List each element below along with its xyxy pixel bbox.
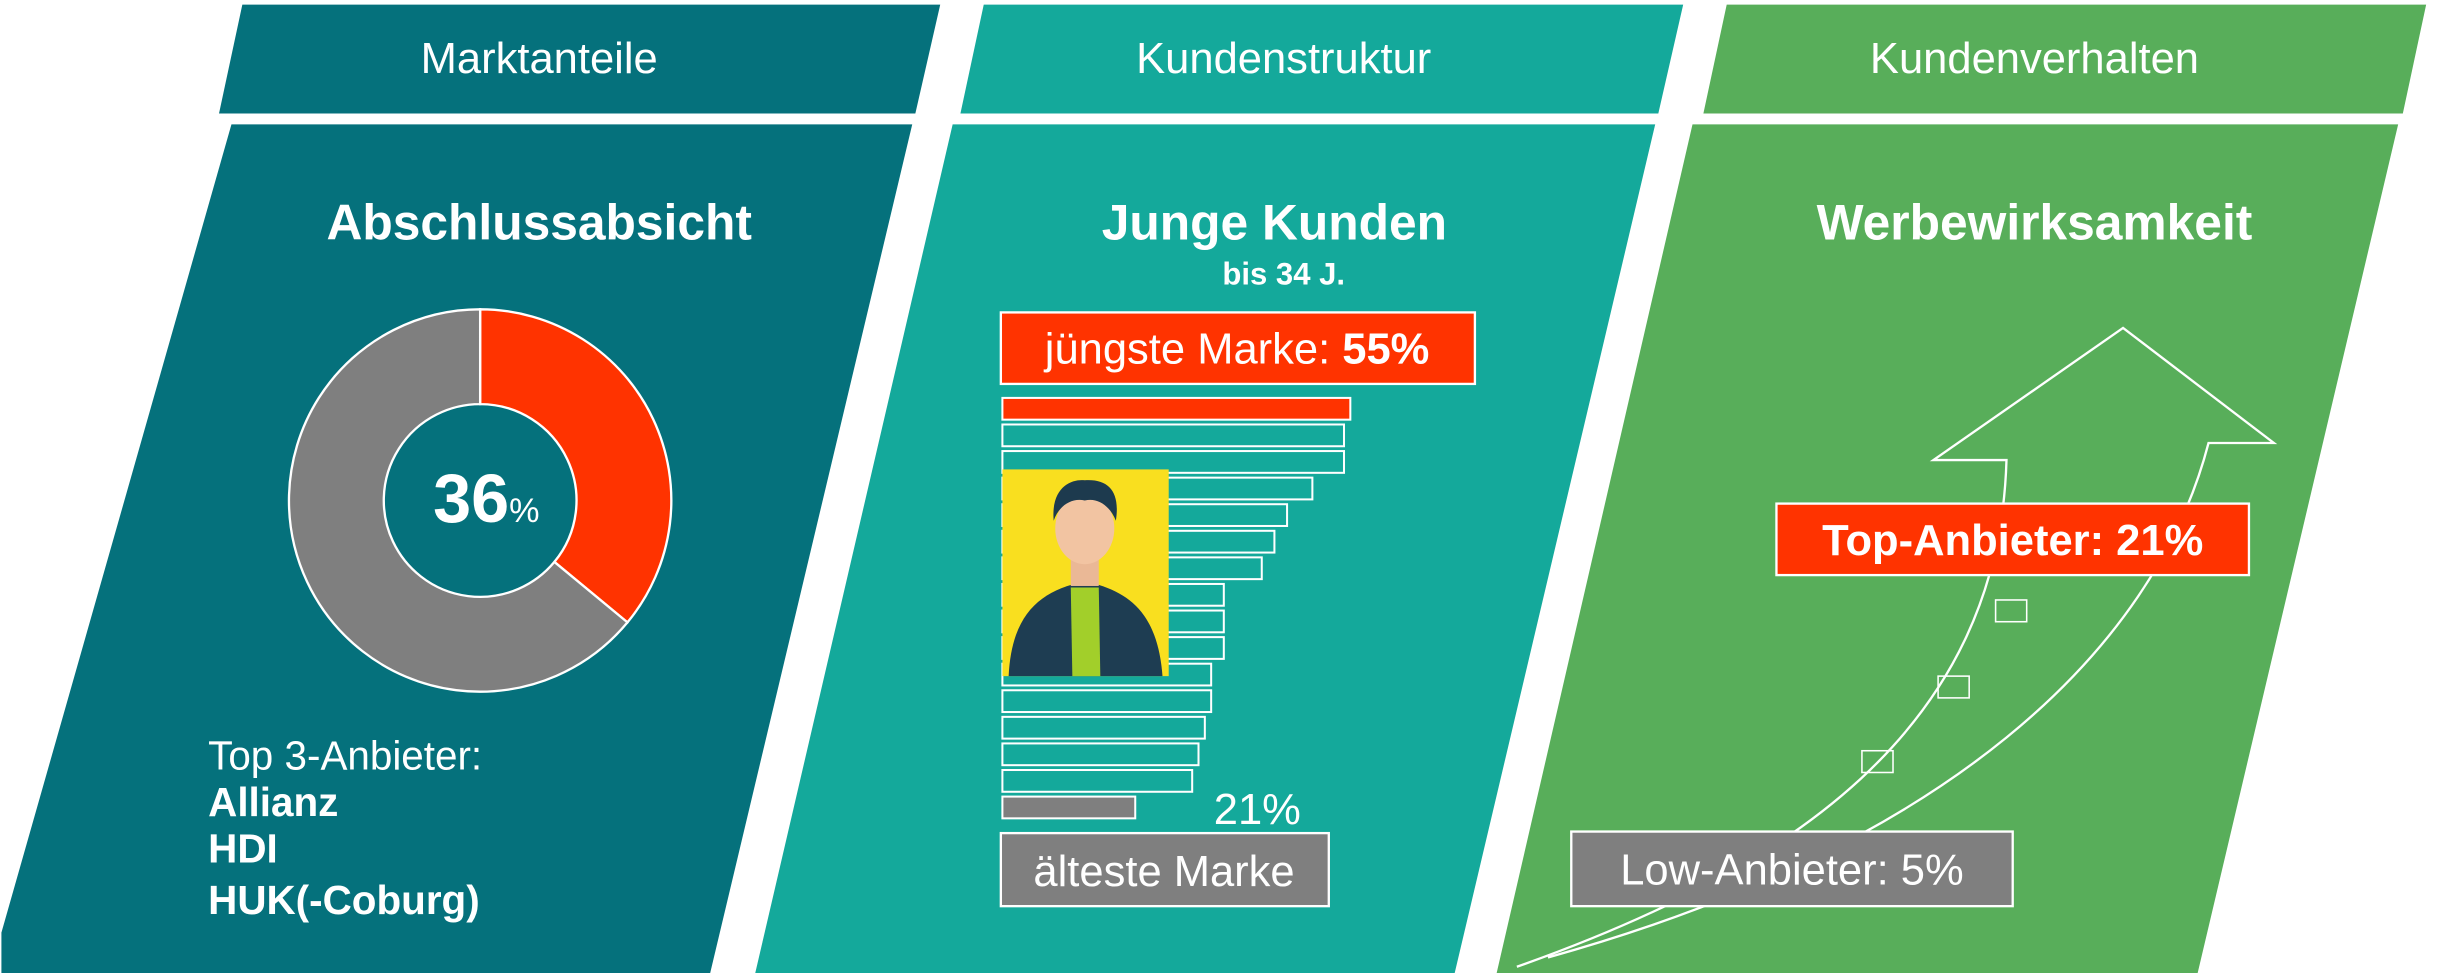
list-item: HDI	[208, 826, 278, 872]
donut-unit: %	[509, 492, 539, 530]
bar	[1002, 797, 1135, 819]
label-text: jüngste Marke:	[1043, 326, 1330, 374]
panel-bg	[1, 124, 912, 973]
top-label: Top-Anbieter: 21%	[1822, 517, 2203, 565]
page: {"panels":[ {"header":"Marktanteile","ti…	[0, 0, 2440, 973]
title: Junge Kunden	[1102, 194, 1447, 250]
value-label: 21%	[1214, 786, 1301, 834]
low-label: Low-Anbieter: 5%	[1620, 846, 1963, 894]
top-label: jüngste Marke: 55%	[1043, 326, 1430, 374]
header: Kundenverhalten	[1870, 35, 2199, 83]
donut-value: 36	[433, 461, 509, 537]
header: Marktanteile	[421, 35, 658, 83]
list-title: Top 3-Anbieter:	[208, 732, 482, 778]
photo	[1002, 469, 1168, 676]
subtitle: bis 34 J.	[1222, 256, 1345, 291]
infographic: Marktanteile Kundenstruktur Kundenverhal…	[0, 0, 2440, 973]
value-label: 55%	[1342, 326, 1429, 374]
title: Abschlussabsicht	[326, 194, 752, 250]
list-item: HUK(-Coburg)	[208, 877, 480, 923]
bottom-label: älteste Marke	[1033, 848, 1294, 896]
header: Kundenstruktur	[1136, 35, 1431, 83]
title: Werbewirksamkeit	[1817, 194, 2253, 250]
bar	[1002, 398, 1350, 420]
list-item: Allianz	[208, 779, 338, 825]
